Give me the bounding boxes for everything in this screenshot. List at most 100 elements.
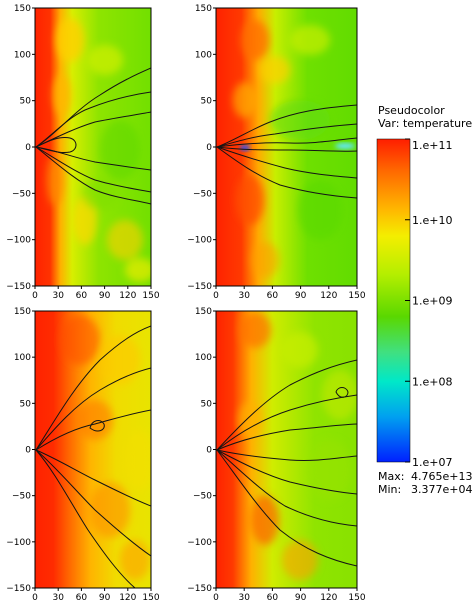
panel-top-right: [216, 8, 357, 286]
y-tick-label: 50: [201, 97, 213, 107]
colorbar-tick-label: 1.e+09: [412, 295, 452, 308]
x-tick-label: 90: [99, 291, 111, 301]
y-tick-label: −50: [193, 492, 212, 502]
contour-line: [216, 104, 357, 148]
panel-top-right-field: [216, 8, 357, 286]
y-tick-label: −50: [12, 189, 31, 199]
x-tick-label: 150: [142, 291, 159, 301]
contour-line: [35, 146, 151, 205]
contour-line: [35, 449, 151, 557]
y-tick-label: −50: [193, 189, 212, 199]
y-tick-label: 150: [195, 4, 212, 14]
panel-top-left: [35, 8, 151, 286]
contour-line: [35, 325, 151, 451]
colorbar-tick-label: 1.e+11: [412, 139, 452, 152]
x-tick-label: 0: [32, 593, 38, 603]
cold-spot: [240, 145, 250, 151]
panel-bottom-right: [216, 311, 357, 588]
x-tick-label: 90: [295, 593, 307, 603]
legend-var: Var: temperature: [378, 117, 472, 130]
x-tick-label: 150: [348, 593, 365, 603]
colorbar-tick-label: 1.e+08: [412, 375, 452, 388]
y-tick-label: −100: [6, 236, 31, 246]
x-tick-label: 0: [32, 291, 38, 301]
cold-spot: [335, 143, 355, 149]
x-tick-label: 0: [213, 291, 219, 301]
x-tick-label: 150: [142, 593, 159, 603]
x-tick-label: 120: [119, 593, 136, 603]
y-tick-label: −100: [187, 236, 212, 246]
x-tick-label: 60: [76, 291, 88, 301]
x-tick-label: 30: [52, 291, 64, 301]
contour-line: [216, 449, 357, 567]
contour-line: [216, 449, 357, 527]
contour-line: [35, 146, 151, 193]
y-tick-label: 50: [20, 399, 32, 409]
contour-line: [35, 367, 151, 451]
y-tick-label: 100: [195, 353, 212, 363]
y-tick-label: −100: [187, 538, 212, 548]
contour-line: [216, 359, 357, 451]
legend: Pseudocolor Var: temperature 1.e+111.e+1…: [376, 104, 472, 496]
y-tick-label: −150: [187, 282, 212, 292]
y-tick-label: −150: [6, 584, 31, 594]
x-tick-label: 90: [295, 291, 307, 301]
y-tick-label: −50: [12, 492, 31, 502]
x-tick-label: 120: [119, 291, 136, 301]
x-tick-label: 60: [267, 291, 279, 301]
y-tick-label: 0: [25, 446, 31, 456]
y-tick-label: 0: [25, 143, 31, 153]
contour-line: [216, 123, 357, 148]
contour-line: [216, 146, 357, 199]
contour-line: [216, 394, 357, 451]
y-tick-label: 100: [14, 353, 31, 363]
y-tick-label: 150: [14, 4, 31, 14]
panel-bottom-left: [35, 311, 151, 588]
contour-line: [216, 137, 357, 148]
contour-line: [35, 91, 151, 148]
y-tick-label: −150: [6, 282, 31, 292]
legend-title: Pseudocolor: [378, 104, 445, 117]
x-tick-label: 30: [238, 593, 250, 603]
y-tick-label: −100: [6, 538, 31, 548]
contour-line: [216, 449, 357, 495]
contour-line: [216, 146, 357, 179]
colorbar: [376, 138, 411, 463]
x-tick-label: 30: [238, 291, 250, 301]
legend-min-value: 3.377e+04: [411, 483, 472, 496]
y-tick-label: 100: [195, 50, 212, 60]
contour-line: [216, 449, 357, 462]
x-tick-label: 120: [320, 291, 337, 301]
x-tick-label: 60: [267, 593, 279, 603]
y-tick-label: 150: [195, 307, 212, 317]
x-tick-label: 60: [76, 593, 88, 603]
x-tick-label: 0: [213, 593, 219, 603]
contour-line: [335, 387, 349, 398]
contour-line: [216, 423, 357, 451]
panel-bottom-right-structures: [238, 312, 357, 580]
colorbar-tick-label: 1.e+10: [412, 214, 452, 227]
contour-line: [35, 111, 151, 148]
x-tick-label: 120: [320, 593, 337, 603]
y-tick-label: 0: [206, 143, 212, 153]
y-tick-label: 50: [20, 97, 32, 107]
x-tick-label: 30: [52, 593, 64, 603]
panel-top-left-structures: [47, 18, 151, 282]
y-tick-label: 0: [206, 446, 212, 456]
colorbar-ticks: 1.e+11 1.e+10 1.e+09 1.e+08 1.e+07: [405, 138, 452, 469]
contour-line: [35, 146, 151, 171]
contour-line: [35, 409, 151, 451]
x-tick-label: 150: [348, 291, 365, 301]
y-tick-label: 100: [14, 50, 31, 60]
contour-line: [35, 449, 151, 507]
x-tick-label: 90: [99, 593, 111, 603]
y-tick-label: 150: [14, 307, 31, 317]
legend-max-value: 4.765e+13: [411, 470, 472, 483]
contour-line: [89, 420, 105, 432]
colorbar-tick-label: 1.e+07: [412, 456, 452, 469]
legend-min-label: Min:: [378, 483, 401, 496]
contour-line: [216, 146, 357, 152]
y-tick-label: 50: [201, 399, 213, 409]
